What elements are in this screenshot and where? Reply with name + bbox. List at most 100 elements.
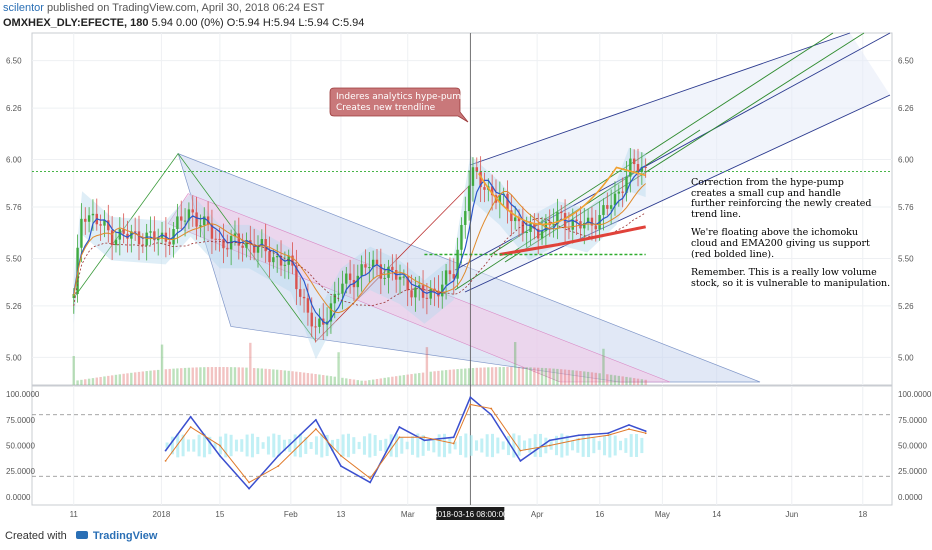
- candle-body[interactable]: [187, 209, 191, 221]
- candle-body[interactable]: [464, 211, 467, 225]
- candle-body[interactable]: [176, 216, 179, 230]
- candle-body[interactable]: [233, 233, 237, 237]
- pitchfork-line[interactable]: [454, 129, 701, 291]
- candle-body[interactable]: [264, 239, 267, 252]
- candle-body[interactable]: [149, 231, 152, 233]
- callout-bubble[interactable]: [329, 87, 469, 123]
- candle-body[interactable]: [606, 205, 609, 209]
- candle-body[interactable]: [133, 231, 137, 233]
- candle-body[interactable]: [613, 193, 617, 206]
- candle-body[interactable]: [318, 318, 321, 327]
- candle-body[interactable]: [337, 293, 340, 295]
- candle-body[interactable]: [199, 225, 202, 227]
- candle-body[interactable]: [314, 326, 317, 328]
- candle-body[interactable]: [252, 244, 256, 253]
- candle-body[interactable]: [126, 233, 129, 239]
- candle-body[interactable]: [510, 210, 513, 222]
- candle-body[interactable]: [333, 293, 336, 304]
- candle-body[interactable]: [237, 233, 241, 246]
- candle-body[interactable]: [356, 275, 359, 288]
- candle-body[interactable]: [571, 219, 574, 230]
- candle-body[interactable]: [80, 218, 83, 248]
- candle-body[interactable]: [540, 231, 544, 239]
- candle-body[interactable]: [586, 217, 590, 223]
- candle-body[interactable]: [452, 274, 455, 279]
- candle-body[interactable]: [617, 191, 621, 194]
- candle-body[interactable]: [295, 265, 298, 290]
- candle-body[interactable]: [283, 264, 287, 266]
- candle-body[interactable]: [391, 266, 394, 270]
- candle-body[interactable]: [107, 220, 110, 231]
- candle-body[interactable]: [456, 249, 459, 279]
- candle-body[interactable]: [590, 217, 594, 226]
- candle-body[interactable]: [402, 276, 406, 278]
- candle-body[interactable]: [398, 277, 402, 280]
- candle-body[interactable]: [636, 164, 640, 172]
- candle-body[interactable]: [226, 248, 229, 250]
- candle-body[interactable]: [218, 238, 221, 240]
- candle-body[interactable]: [168, 241, 171, 245]
- candle-body[interactable]: [299, 289, 302, 297]
- candle-body[interactable]: [241, 245, 244, 248]
- candle-body[interactable]: [153, 231, 156, 241]
- candle-body[interactable]: [91, 213, 95, 216]
- candle-body[interactable]: [180, 216, 183, 221]
- candle-body[interactable]: [506, 193, 509, 211]
- candle-body[interactable]: [583, 222, 586, 229]
- candle-body[interactable]: [368, 267, 371, 269]
- candle-body[interactable]: [414, 287, 417, 298]
- candle-body[interactable]: [609, 205, 613, 209]
- candle-body[interactable]: [256, 245, 260, 253]
- candle-body[interactable]: [479, 171, 482, 188]
- candle-body[interactable]: [103, 220, 106, 226]
- candle-body[interactable]: [371, 259, 375, 268]
- candle-body[interactable]: [533, 223, 536, 229]
- candle-body[interactable]: [513, 217, 517, 222]
- candle-body[interactable]: [260, 239, 264, 246]
- candle-body[interactable]: [556, 211, 559, 225]
- candle-body[interactable]: [141, 244, 145, 246]
- candle-body[interactable]: [379, 264, 383, 279]
- candle-body[interactable]: [195, 212, 198, 227]
- candle-body[interactable]: [529, 223, 532, 233]
- candle-body[interactable]: [552, 224, 555, 226]
- candle-body[interactable]: [498, 194, 502, 203]
- candle-body[interactable]: [118, 229, 122, 240]
- candle-body[interactable]: [364, 264, 367, 268]
- candle-body[interactable]: [341, 283, 344, 294]
- candle-body[interactable]: [275, 256, 279, 258]
- candle-body[interactable]: [329, 303, 333, 322]
- candle-body[interactable]: [444, 270, 448, 285]
- candle-body[interactable]: [640, 166, 644, 172]
- candle-body[interactable]: [84, 218, 87, 222]
- candle-body[interactable]: [575, 219, 578, 222]
- candle-body[interactable]: [537, 228, 540, 239]
- candle-body[interactable]: [156, 237, 160, 241]
- moving-average-slow[interactable]: [73, 183, 647, 314]
- candle-body[interactable]: [425, 297, 429, 299]
- candle-body[interactable]: [306, 298, 310, 313]
- candle-body[interactable]: [279, 256, 283, 266]
- pitchfork-median-line[interactable]: [315, 184, 471, 342]
- candle-body[interactable]: [644, 166, 647, 168]
- candle-body[interactable]: [268, 251, 271, 263]
- candle-body[interactable]: [460, 224, 463, 250]
- cup-and-handle-curve[interactable]: [478, 166, 646, 226]
- candle-body[interactable]: [475, 167, 478, 172]
- moving-average-long[interactable]: [73, 212, 646, 307]
- candle-body[interactable]: [137, 231, 141, 245]
- candle-body[interactable]: [567, 227, 571, 230]
- candle-body[interactable]: [410, 290, 413, 298]
- candle-body[interactable]: [310, 312, 313, 327]
- candle-body[interactable]: [467, 185, 471, 212]
- candle-body[interactable]: [87, 215, 91, 222]
- candle-body[interactable]: [441, 284, 444, 297]
- candle-body[interactable]: [517, 217, 521, 222]
- candle-body[interactable]: [203, 216, 206, 226]
- candle-body[interactable]: [387, 266, 390, 278]
- candle-body[interactable]: [214, 238, 217, 240]
- candle-body[interactable]: [360, 264, 363, 276]
- author-link[interactable]: scilentor: [3, 2, 44, 14]
- candle-body[interactable]: [621, 191, 624, 193]
